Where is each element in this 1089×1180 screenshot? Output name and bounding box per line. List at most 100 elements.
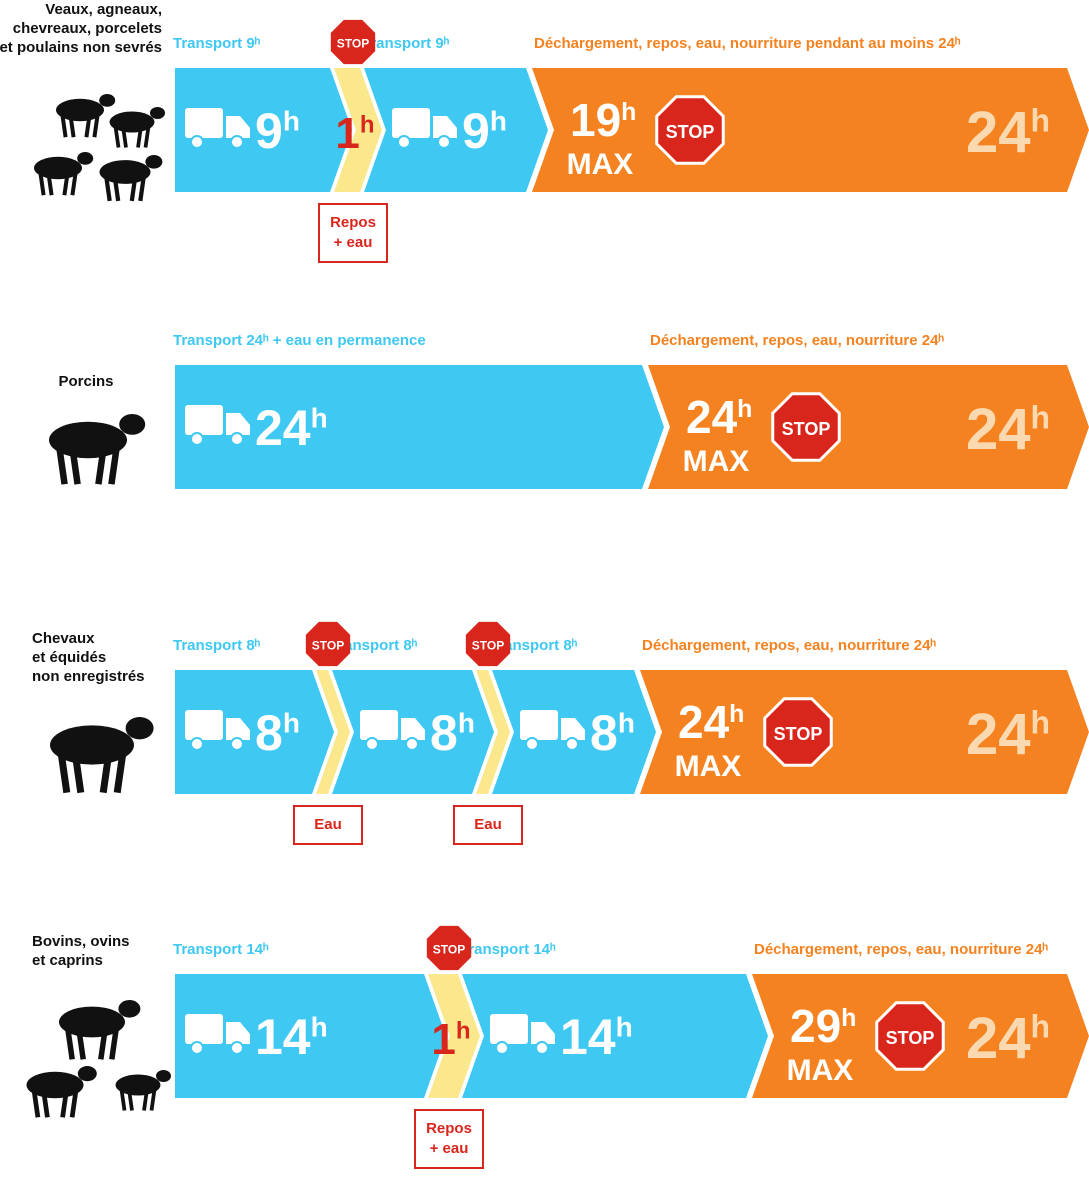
animal-head — [119, 414, 145, 435]
transport-header: Transport 8ʰ — [173, 637, 261, 654]
truck-wheel — [438, 136, 450, 148]
infographic: Veaux, agneaux,chevreaux, porceletset po… — [0, 0, 1089, 1180]
animal-head — [150, 107, 165, 119]
transport-header: Transport 24ʰ + eau en permanence — [173, 332, 426, 349]
duration-unit: h — [311, 403, 328, 434]
truck-body — [392, 108, 430, 138]
truck-body — [185, 405, 223, 435]
animal-head — [78, 1066, 97, 1081]
rest-header: Déchargement, repos, eau, nourriture 24ʰ — [650, 332, 944, 349]
animal-icon — [59, 1000, 140, 1059]
duration-value: 24 — [966, 100, 1031, 165]
truck-wheel — [191, 1042, 203, 1054]
max-label: MAX — [675, 750, 742, 783]
truck-wheel — [191, 433, 203, 445]
duration-value: 19 — [570, 94, 621, 146]
animal-label: Chevaux — [32, 630, 95, 647]
truck-wheel — [366, 738, 378, 750]
max-label: MAX — [567, 148, 634, 181]
truck-wheel — [496, 1042, 508, 1054]
truck-body — [490, 1014, 528, 1044]
animal-icon — [100, 155, 163, 201]
duration-unit: h — [456, 1018, 471, 1045]
duration-unit: h — [283, 106, 300, 137]
truck-body — [185, 710, 223, 740]
stop-label: STOP — [337, 36, 369, 50]
stop-label: STOP — [774, 724, 823, 744]
rest-header: Déchargement, repos, eau, nourriture 24ʰ — [642, 637, 936, 654]
truck-body — [185, 108, 223, 138]
stop-label: STOP — [472, 638, 504, 652]
animal-icon — [50, 717, 154, 793]
truck-wheel — [231, 433, 243, 445]
truck-wheel — [398, 136, 410, 148]
truck-wheel — [231, 136, 243, 148]
note-label: Repos — [426, 1120, 472, 1137]
duration-unit: h — [360, 112, 375, 139]
duration-unit: h — [621, 98, 636, 126]
rest-header: Déchargement, repos, eau, nourriture pen… — [534, 35, 961, 52]
duration-value: 14 — [255, 1009, 311, 1065]
animal-icon — [49, 414, 145, 484]
animal-head — [77, 152, 93, 165]
duration-unit: h — [729, 700, 744, 728]
duration-value: 8 — [255, 705, 283, 761]
stop-label: STOP — [433, 942, 465, 956]
duration-unit: h — [490, 106, 507, 137]
duration-unit: h — [458, 708, 475, 739]
note-label: Eau — [314, 816, 342, 833]
animal-label: non enregistrés — [32, 668, 145, 685]
animal-head — [118, 1000, 140, 1018]
truck-wheel — [191, 738, 203, 750]
duration-unit: h — [1030, 705, 1050, 741]
max-label: MAX — [787, 1054, 854, 1087]
animal-head — [145, 155, 162, 169]
transport-header: Transport 9ʰ — [173, 35, 261, 52]
truck-wheel — [526, 738, 538, 750]
truck-wheel — [231, 1042, 243, 1054]
animal-icon — [26, 1066, 96, 1117]
duration-unit: h — [1030, 1009, 1050, 1045]
duration-unit: h — [616, 1012, 633, 1043]
transport-header: Transport 14ʰ — [460, 941, 556, 958]
animal-icon — [116, 1070, 172, 1111]
animal-label: Veaux, agneaux, — [45, 1, 162, 18]
duration-value: 24 — [686, 391, 738, 443]
note-box — [415, 1110, 483, 1168]
truck-wheel — [406, 738, 418, 750]
duration-value: 8 — [430, 705, 458, 761]
note-box — [319, 204, 387, 262]
animal-label: et caprins — [32, 952, 103, 969]
truck-body — [520, 710, 558, 740]
stop-label: STOP — [782, 419, 831, 439]
duration-value: 9 — [255, 103, 283, 159]
note-label: + eau — [334, 234, 373, 251]
duration-unit: h — [311, 1012, 328, 1043]
duration-value: 24 — [678, 696, 730, 748]
duration-value: 24 — [966, 702, 1031, 767]
duration-value: 14 — [560, 1009, 616, 1065]
animal-icon — [34, 152, 93, 195]
truck-body — [185, 1014, 223, 1044]
duration-unit: h — [737, 395, 752, 423]
animal-head — [126, 717, 154, 739]
animal-head — [156, 1070, 171, 1082]
duration-value: 24 — [255, 400, 311, 456]
truck-wheel — [536, 1042, 548, 1054]
note-label: Eau — [474, 816, 502, 833]
animal-label: Bovins, ovins — [32, 933, 130, 950]
truck-wheel — [231, 738, 243, 750]
max-label: MAX — [683, 445, 750, 478]
note-label: Repos — [330, 214, 376, 231]
animal-label: Porcins — [58, 373, 113, 390]
duration-unit: h — [1030, 400, 1050, 436]
rest-header: Déchargement, repos, eau, nourriture 24ʰ — [754, 941, 1048, 958]
truck-wheel — [566, 738, 578, 750]
animal-label: chevreaux, porcelets — [13, 20, 162, 37]
truck-body — [360, 710, 398, 740]
duration-value: 1 — [335, 109, 359, 158]
duration-unit: h — [1030, 103, 1050, 139]
duration-value: 1 — [431, 1015, 455, 1064]
duration-value: 9 — [462, 103, 490, 159]
stop-label: STOP — [312, 638, 344, 652]
